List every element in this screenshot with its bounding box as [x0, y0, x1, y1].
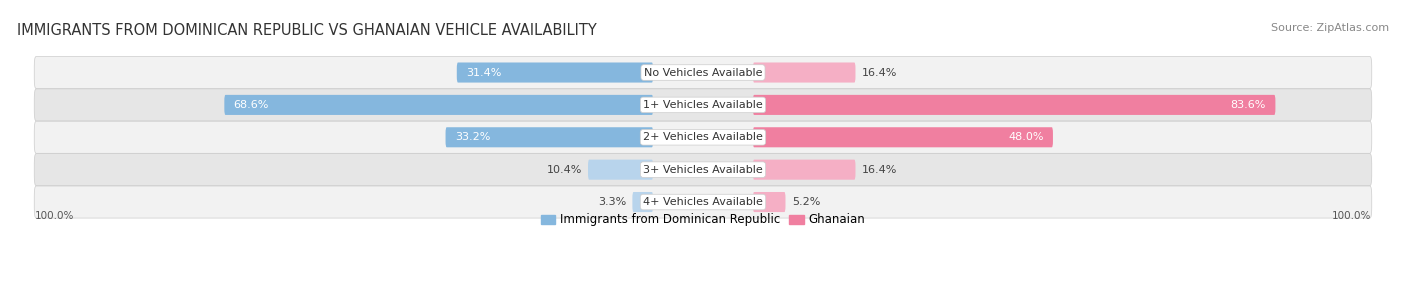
- Text: 100.0%: 100.0%: [34, 211, 73, 221]
- FancyBboxPatch shape: [225, 95, 652, 115]
- Text: 1+ Vehicles Available: 1+ Vehicles Available: [643, 100, 763, 110]
- Text: 16.4%: 16.4%: [862, 67, 897, 78]
- FancyBboxPatch shape: [34, 57, 1372, 89]
- FancyBboxPatch shape: [446, 127, 652, 147]
- Text: 33.2%: 33.2%: [456, 132, 491, 142]
- FancyBboxPatch shape: [588, 160, 652, 180]
- FancyBboxPatch shape: [34, 89, 1372, 121]
- FancyBboxPatch shape: [34, 186, 1372, 218]
- Text: No Vehicles Available: No Vehicles Available: [644, 67, 762, 78]
- FancyBboxPatch shape: [457, 62, 652, 83]
- FancyBboxPatch shape: [754, 127, 1053, 147]
- Text: 4+ Vehicles Available: 4+ Vehicles Available: [643, 197, 763, 207]
- Text: 2+ Vehicles Available: 2+ Vehicles Available: [643, 132, 763, 142]
- Text: 3+ Vehicles Available: 3+ Vehicles Available: [643, 165, 763, 175]
- Text: 48.0%: 48.0%: [1008, 132, 1043, 142]
- FancyBboxPatch shape: [34, 121, 1372, 153]
- Text: 83.6%: 83.6%: [1230, 100, 1265, 110]
- FancyBboxPatch shape: [633, 192, 652, 212]
- Text: 16.4%: 16.4%: [862, 165, 897, 175]
- Text: 3.3%: 3.3%: [598, 197, 626, 207]
- FancyBboxPatch shape: [34, 154, 1372, 186]
- Text: 100.0%: 100.0%: [1333, 211, 1372, 221]
- Text: Source: ZipAtlas.com: Source: ZipAtlas.com: [1271, 23, 1389, 33]
- Text: IMMIGRANTS FROM DOMINICAN REPUBLIC VS GHANAIAN VEHICLE AVAILABILITY: IMMIGRANTS FROM DOMINICAN REPUBLIC VS GH…: [17, 23, 596, 38]
- Text: 68.6%: 68.6%: [233, 100, 269, 110]
- Text: 10.4%: 10.4%: [547, 165, 582, 175]
- FancyBboxPatch shape: [754, 160, 855, 180]
- FancyBboxPatch shape: [754, 95, 1275, 115]
- Text: 5.2%: 5.2%: [792, 197, 820, 207]
- Text: 31.4%: 31.4%: [467, 67, 502, 78]
- FancyBboxPatch shape: [754, 192, 786, 212]
- FancyBboxPatch shape: [754, 62, 855, 83]
- Legend: Immigrants from Dominican Republic, Ghanaian: Immigrants from Dominican Republic, Ghan…: [536, 208, 870, 231]
